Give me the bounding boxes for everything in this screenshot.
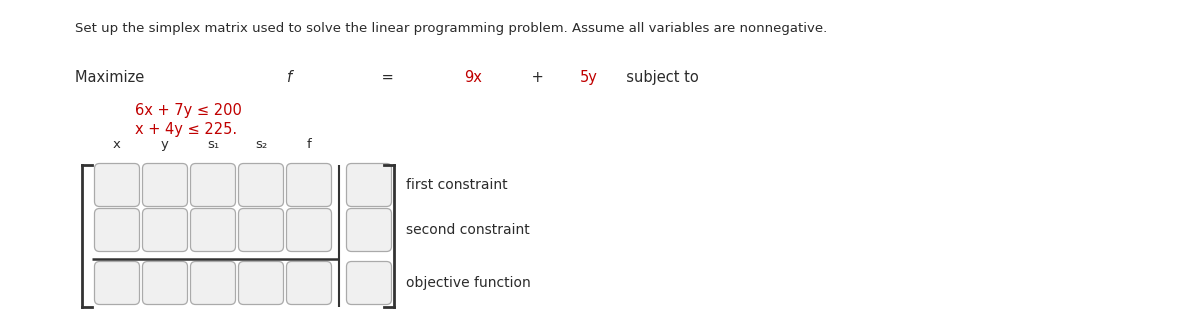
FancyBboxPatch shape	[143, 164, 187, 206]
Text: first constraint: first constraint	[406, 178, 508, 192]
FancyBboxPatch shape	[191, 209, 235, 251]
Text: s₁: s₁	[206, 138, 220, 151]
FancyBboxPatch shape	[95, 209, 139, 251]
FancyBboxPatch shape	[287, 262, 331, 305]
FancyBboxPatch shape	[347, 164, 391, 206]
Text: +: +	[527, 70, 548, 85]
Text: Set up the simplex matrix used to solve the linear programming problem. Assume a: Set up the simplex matrix used to solve …	[74, 22, 827, 35]
FancyBboxPatch shape	[287, 209, 331, 251]
Text: x: x	[113, 138, 121, 151]
Text: objective function: objective function	[406, 276, 530, 290]
FancyBboxPatch shape	[95, 164, 139, 206]
FancyBboxPatch shape	[239, 164, 283, 206]
Text: Maximize: Maximize	[74, 70, 154, 85]
Text: y: y	[161, 138, 169, 151]
Text: 6x + 7y ≤ 200: 6x + 7y ≤ 200	[134, 103, 242, 118]
Text: s₂: s₂	[254, 138, 268, 151]
Text: x + 4y ≤ 225.: x + 4y ≤ 225.	[134, 122, 238, 137]
FancyBboxPatch shape	[95, 262, 139, 305]
FancyBboxPatch shape	[287, 164, 331, 206]
Text: f: f	[307, 138, 311, 151]
FancyBboxPatch shape	[347, 209, 391, 251]
FancyBboxPatch shape	[143, 209, 187, 251]
Text: 9x: 9x	[463, 70, 481, 85]
Text: 5y: 5y	[580, 70, 598, 85]
Text: f: f	[287, 70, 292, 85]
FancyBboxPatch shape	[191, 262, 235, 305]
FancyBboxPatch shape	[191, 164, 235, 206]
FancyBboxPatch shape	[239, 209, 283, 251]
FancyBboxPatch shape	[239, 262, 283, 305]
Text: subject to: subject to	[617, 70, 700, 85]
Text: second constraint: second constraint	[406, 223, 529, 237]
FancyBboxPatch shape	[143, 262, 187, 305]
FancyBboxPatch shape	[347, 262, 391, 305]
Text: =: =	[377, 70, 398, 85]
